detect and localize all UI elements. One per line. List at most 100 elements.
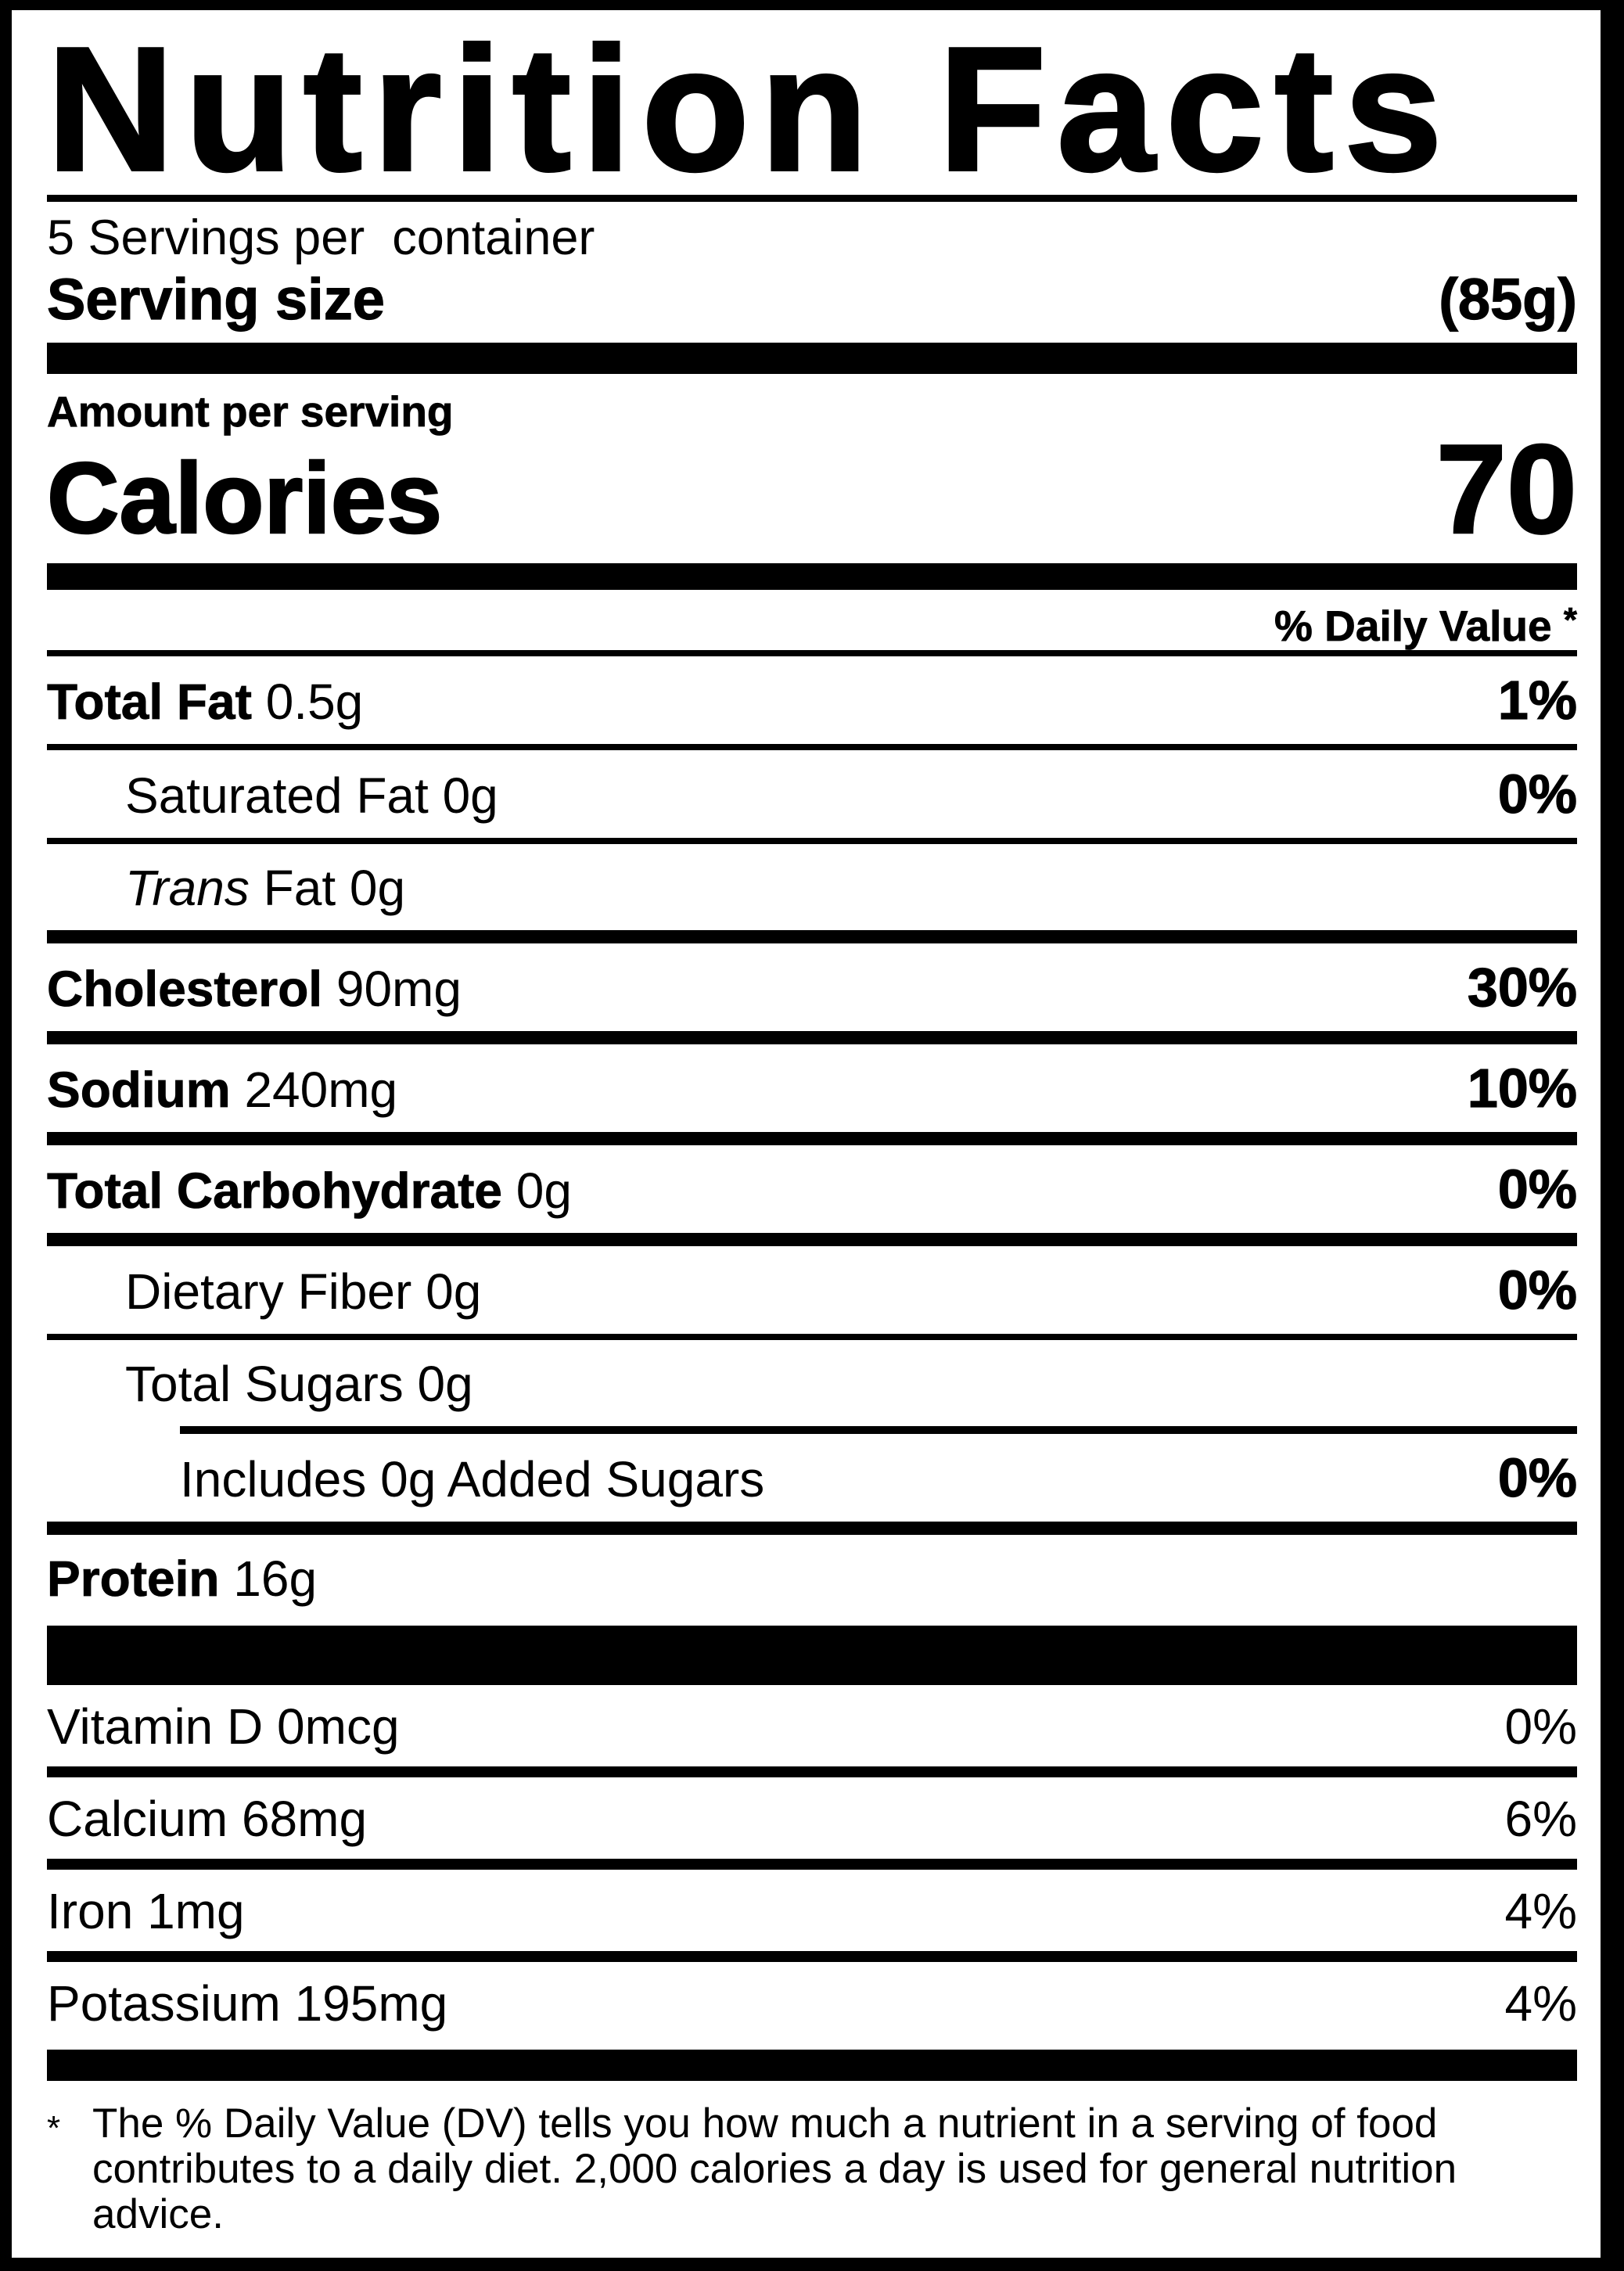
nutrient-row-total-sugars: Total Sugars 0g [47, 1340, 1577, 1426]
serving-size-row: Serving size (85g) [46, 267, 1578, 332]
amount-per-serving-label: Amount per serving [47, 387, 454, 436]
nutrient-row-dietary-fiber: Dietary Fiber 0g 0% [47, 1246, 1578, 1334]
vitamin-amount: 0mcg [277, 1698, 400, 1755]
nutrient-row-trans-fat: Trans Fat 0g [47, 844, 1577, 930]
nutrient-name: Includes 0g Added Sugars [47, 1451, 764, 1507]
nutrient-label: Cholesterol [47, 961, 323, 1018]
calories-label: Calories [46, 443, 444, 555]
thick-divider-protein [47, 1626, 1577, 1685]
nutrient-name: Sodium 240mg [47, 1062, 398, 1119]
vitamin-name: Iron 1mg [47, 1884, 245, 1939]
thick-divider-serving [47, 343, 1577, 374]
nutrient-amount: 0g [426, 1263, 482, 1320]
nutrient-label: Total Fat [47, 674, 253, 731]
vitamin-name: Calcium 68mg [47, 1791, 367, 1846]
nutrient-dv: 0% [1497, 1259, 1577, 1321]
nutrient-label: Dietary Fiber [125, 1263, 412, 1320]
nutrient-amount: 240mg [244, 1062, 398, 1118]
divider [47, 1951, 1577, 1962]
nutrient-name: Saturated Fat 0g [47, 767, 498, 824]
serving-size-value: (85g) [1439, 267, 1578, 332]
divider [47, 1522, 1577, 1535]
nutrient-amount: 0g [442, 767, 498, 824]
title-divider [47, 195, 1577, 202]
thick-divider-calories [47, 563, 1577, 590]
vitamin-name: Vitamin D 0mcg [47, 1699, 400, 1754]
vitamin-label: Vitamin D [47, 1698, 264, 1755]
nutrient-dv: 30% [1467, 957, 1577, 1018]
divider-indented [180, 1426, 1577, 1434]
nutrient-row-added-sugars: Includes 0g Added Sugars 0% [47, 1434, 1578, 1522]
vitamin-dv: 0% [1504, 1698, 1578, 1755]
nutrient-label: Total Sugars [125, 1356, 404, 1412]
nutrient-amount: 0g [349, 860, 406, 916]
vitamin-label: Calcium [47, 1791, 228, 1847]
divider [47, 1766, 1577, 1777]
vitamin-amount: 195mg [294, 1975, 448, 2032]
nutrient-label: Sodium [47, 1062, 231, 1119]
thick-divider-footnote [47, 2050, 1577, 2081]
nutrient-label: Saturated Fat [125, 767, 429, 824]
nutrient-row-saturated-fat: Saturated Fat 0g 0% [47, 750, 1578, 838]
nutrient-amount: 90mg [336, 961, 462, 1017]
nutrient-dv: 0% [1497, 1447, 1577, 1508]
vitamin-row-vitamin-d: Vitamin D 0mcg 0% [47, 1685, 1577, 1766]
nutrient-name: Protein 16g [47, 1551, 318, 1608]
servings-per-container: 5 Servings per container [47, 210, 595, 265]
divider [47, 930, 1577, 943]
nutrient-label: Total Carbohydrate [47, 1162, 503, 1220]
vitamin-row-iron: Iron 1mg 4% [47, 1870, 1577, 1951]
divider [47, 1859, 1577, 1870]
vitamin-name: Potassium 195mg [47, 1976, 447, 2031]
vitamin-amount: 68mg [241, 1791, 368, 1847]
nutrient-name: Dietary Fiber 0g [47, 1263, 481, 1320]
vitamin-row-calcium: Calcium 68mg 6% [47, 1777, 1577, 1859]
nutrient-row-sodium: Sodium 240mg 10% [47, 1044, 1578, 1132]
nutrient-name: Total Fat 0.5g [47, 674, 364, 731]
nutrient-row-total-carbohydrate: Total Carbohydrate 0g 0% [47, 1145, 1578, 1233]
divider [47, 1334, 1577, 1340]
nutrient-row-protein: Protein 16g [47, 1535, 1577, 1621]
nutrient-amount: 0g [417, 1356, 473, 1412]
nutrient-label-italic: Trans [125, 860, 250, 916]
calories-row: Calories 70 [46, 425, 1579, 555]
nutrient-dv: 0% [1497, 1159, 1577, 1220]
nutrient-name: Total Sugars 0g [47, 1356, 473, 1412]
daily-value-asterisk: * [1563, 601, 1577, 640]
footnote-text: The % Daily Value (DV) tells you how muc… [92, 2100, 1457, 2237]
nutrient-dv: 0% [1497, 764, 1577, 825]
divider [47, 1031, 1577, 1044]
daily-value-header-text: % Daily Value [1274, 602, 1552, 651]
divider [47, 1132, 1577, 1145]
divider [47, 744, 1577, 750]
vitamin-row-potassium: Potassium 195mg 4% [47, 1962, 1577, 2043]
nutrient-row-total-fat: Total Fat 0.5g 1% [47, 656, 1578, 744]
nutrient-dv: 10% [1467, 1058, 1577, 1119]
nutrient-amount: 0.5g [265, 674, 364, 730]
vitamin-label: Potassium [47, 1975, 281, 2032]
nutrient-amount: 16g [233, 1551, 318, 1607]
footnote: * The % Daily Value (DV) tells you how m… [47, 2101, 1577, 2237]
vitamin-amount: 1mg [147, 1883, 245, 1939]
nutrient-row-cholesterol: Cholesterol 90mg 30% [47, 943, 1578, 1031]
nutrient-amount: 0g [516, 1162, 572, 1219]
nutrient-name: Trans Fat 0g [47, 860, 405, 916]
label-title: Nutrition Facts [45, 10, 1453, 207]
vitamin-label: Iron [47, 1883, 134, 1939]
nutrient-name: Total Carbohydrate 0g [47, 1162, 572, 1220]
vitamin-dv: 6% [1504, 1791, 1578, 1847]
nutrient-label: Fat [263, 860, 336, 916]
vitamin-dv: 4% [1504, 1883, 1578, 1939]
divider [47, 650, 1577, 656]
daily-value-header: % Daily Value * [47, 596, 1578, 651]
divider [47, 838, 1577, 844]
divider [47, 1233, 1577, 1246]
nutrient-name: Cholesterol 90mg [47, 961, 462, 1018]
footnote-asterisk: * [47, 2109, 61, 2147]
nutrient-label: Includes 0g Added Sugars [180, 1451, 765, 1507]
nutrient-dv: 1% [1497, 670, 1577, 731]
nutrient-label: Protein [47, 1551, 220, 1608]
vitamin-dv: 4% [1504, 1975, 1578, 2032]
serving-size-label: Serving size [46, 267, 385, 332]
